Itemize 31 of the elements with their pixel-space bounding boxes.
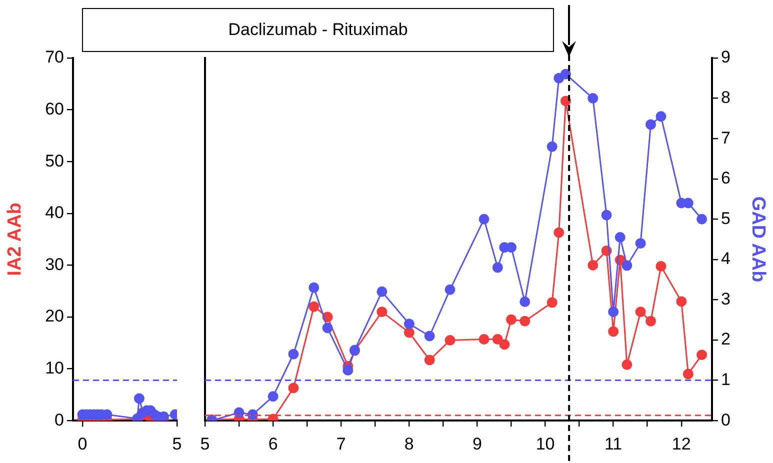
y-axis-title: IA2 AAb: [4, 202, 26, 276]
ref-line-label: Daclizumab - Rituximab: [82, 8, 554, 52]
x-tick-label: 12: [672, 434, 691, 454]
x-tick-label: 0: [78, 434, 88, 454]
x-tick-label: 10: [536, 434, 555, 454]
y2-tick-label: 1: [721, 370, 730, 389]
y-tick-label: 60: [45, 99, 64, 118]
y-tick-label: 50: [45, 151, 64, 170]
y-tick-label: 70: [45, 48, 64, 67]
y-tick-label: 10: [45, 358, 64, 378]
y-tick-label: 0: [54, 410, 64, 430]
y2-tick-label: 7: [721, 128, 730, 148]
y2-tick-label: 8: [721, 88, 730, 107]
x-tick-label: 8: [404, 434, 414, 454]
x-tick-label: 5: [172, 434, 182, 454]
x-tick-label: 9: [472, 434, 482, 454]
x-tick-label: 5: [200, 434, 210, 454]
y-tick-label: 20: [45, 306, 64, 326]
y2-tick-label: 0: [721, 410, 730, 430]
y2-tick-label: 2: [721, 330, 730, 349]
x-tick-label: 7: [336, 434, 346, 454]
y2-tick-label: 4: [721, 249, 730, 268]
x-tick-label: 6: [268, 434, 278, 454]
y2-tick-label: 5: [721, 208, 730, 228]
x-tick-label: 11: [604, 434, 622, 454]
y2-tick-label: 3: [721, 289, 730, 308]
y2-axis-title: GAD AAb: [747, 196, 768, 282]
y-tick-label: 30: [45, 254, 64, 274]
y2-tick-label: 6: [721, 168, 730, 188]
y-tick-label: 40: [45, 203, 64, 222]
y2-tick-label: 9: [721, 48, 730, 67]
